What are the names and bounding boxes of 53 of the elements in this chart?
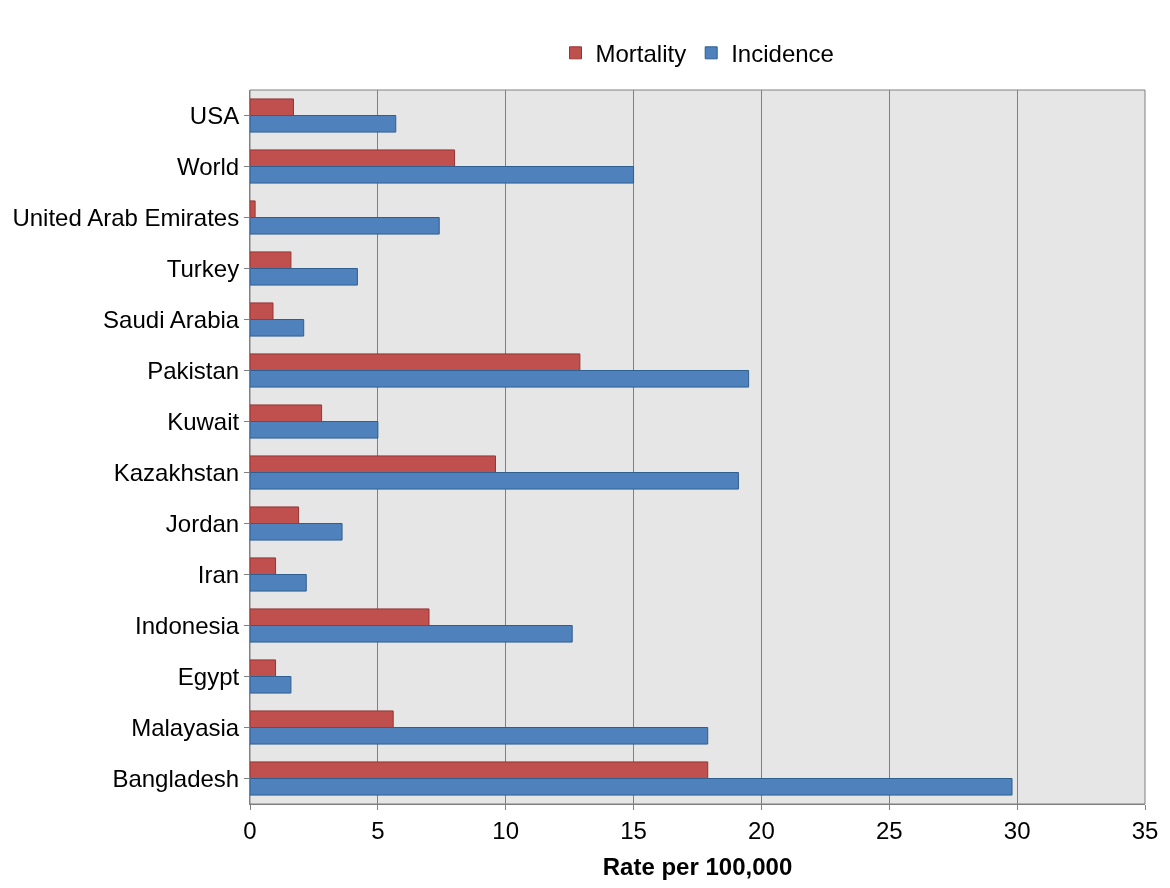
y-tick-label: Saudi Arabia: [103, 305, 240, 333]
bar: [250, 302, 274, 320]
y-tick-label: Kazakhstan: [113, 458, 240, 486]
bar: [250, 472, 739, 490]
x-tick-label: 5: [371, 816, 385, 844]
bar: [250, 523, 343, 541]
y-tick-label: Kuwait: [167, 407, 240, 435]
y-tick-label: United Arab Emirates: [12, 203, 240, 231]
bar: [250, 200, 256, 218]
bar: [250, 149, 456, 167]
legend-label: Mortality: [595, 40, 687, 68]
y-tick-label: Egypt: [177, 662, 240, 690]
y-tick-label: World: [176, 152, 240, 180]
bar: [250, 251, 292, 269]
bar: [250, 761, 709, 779]
bar: [250, 115, 397, 133]
x-tick-label: 25: [875, 816, 903, 844]
bar: [250, 778, 1013, 796]
y-tick-label: USA: [189, 101, 240, 129]
bar: [250, 625, 573, 643]
x-tick-label: 0: [243, 816, 257, 844]
bar: [250, 166, 635, 184]
bar: [250, 370, 750, 388]
x-tick-label: 35: [1131, 816, 1159, 844]
y-tick-label: Turkey: [166, 254, 240, 282]
bar: [250, 268, 358, 286]
y-tick-label: Pakistan: [147, 356, 240, 384]
bar: [250, 421, 379, 439]
bar: [250, 710, 394, 728]
bar: [250, 506, 300, 524]
legend-label: Incidence: [731, 40, 834, 68]
y-tick-label: Iran: [197, 560, 240, 588]
bar: [250, 659, 277, 677]
bar: [250, 353, 581, 371]
bar: [250, 217, 440, 235]
bar: [250, 98, 294, 116]
bar: [250, 319, 305, 337]
x-tick-label: 20: [748, 816, 775, 844]
x-axis-title: Rate per 100,000: [602, 853, 793, 881]
x-tick-label: 30: [1003, 816, 1031, 844]
x-tick-label: 15: [620, 816, 647, 844]
x-tick-label: 10: [492, 816, 520, 844]
bar: [250, 404, 323, 422]
y-tick-label: Indonesia: [135, 611, 240, 639]
y-tick-label: Bangladesh: [112, 764, 240, 792]
bar: [250, 455, 496, 473]
bar: [250, 727, 709, 745]
bar: [250, 608, 430, 626]
y-tick-label: Malayasia: [131, 713, 240, 741]
bar: [250, 557, 277, 575]
bar: [250, 574, 307, 592]
bar: [250, 676, 292, 694]
y-tick-label: Jordan: [165, 509, 240, 537]
